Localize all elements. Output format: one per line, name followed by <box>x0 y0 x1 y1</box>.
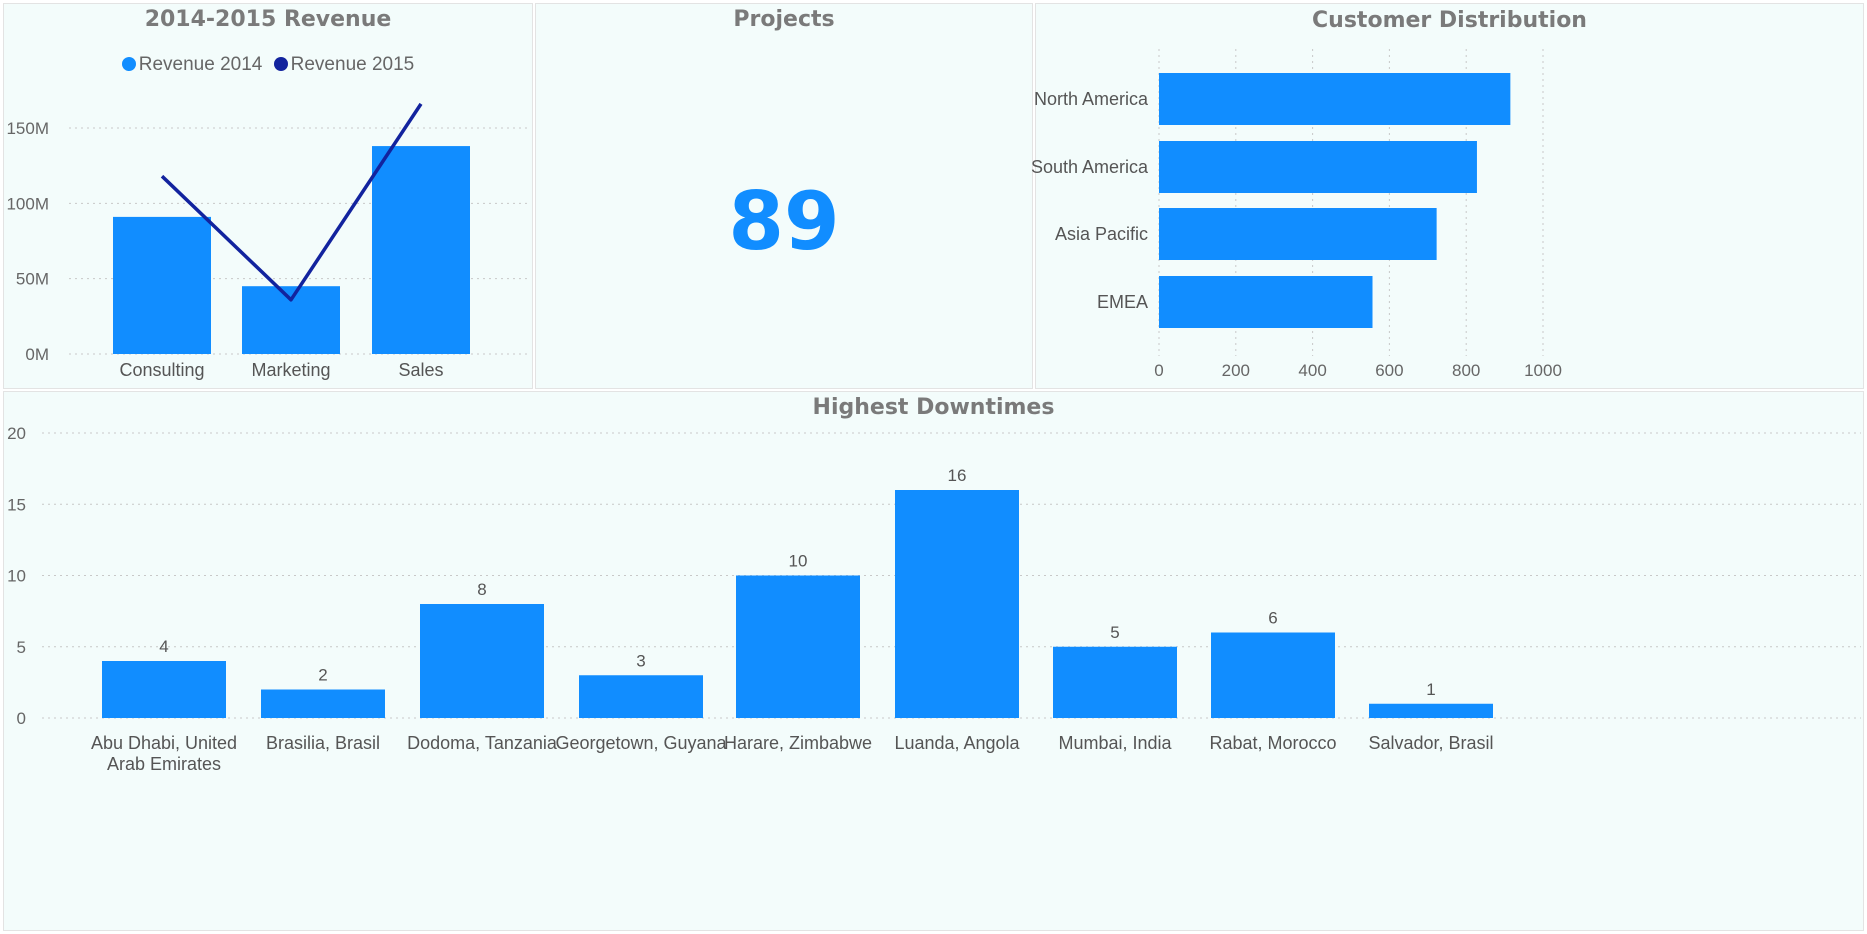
x-category-label: Luanda, Angola <box>894 733 1020 753</box>
bar <box>1159 141 1477 193</box>
bar <box>736 575 860 718</box>
revenue-title: 2014-2015 Revenue <box>144 7 392 32</box>
projects-kpi-value: 89 <box>728 175 840 268</box>
y-category-label: South America <box>1031 157 1149 177</box>
customer-panel: Customer Distribution 0 200 400 600 800 1000 N… <box>1031 3 1864 389</box>
y-tick-label: 15 <box>7 495 26 514</box>
y-category-label: EMEA <box>1097 292 1148 312</box>
x-tick-label: 200 <box>1222 361 1250 380</box>
projects-title: Projects <box>733 7 835 32</box>
bar <box>242 286 340 354</box>
x-category-label: Dodoma, Tanzania <box>407 733 558 753</box>
x-tick-label: 0 <box>1154 361 1163 380</box>
x-category-label: Georgetown, Guyana <box>555 733 727 753</box>
x-tick-label: 1000 <box>1524 361 1562 380</box>
legend-marker-2015 <box>273 57 288 71</box>
y-category-label: Asia Pacific <box>1055 224 1148 244</box>
data-label: 8 <box>477 580 486 599</box>
x-tick-label: 600 <box>1375 361 1403 380</box>
downtimes-panel: Highest Downtimes 0 5 10 15 20 4 Abu Dhabi, Un… <box>3 391 1864 931</box>
legend-item-revenue-2014[interactable]: Revenue 2014 <box>121 54 263 76</box>
x-category-label: Salvador, Brasil <box>1368 733 1493 753</box>
x-category-label: Consulting <box>119 360 204 380</box>
revenue-legend: Revenue 2014 Revenue 2015 <box>4 54 532 76</box>
data-label: 3 <box>636 651 645 670</box>
customer-title: Customer Distribution <box>1312 8 1587 33</box>
bar <box>113 216 211 354</box>
bar <box>1159 73 1511 125</box>
x-category-label: Marketing <box>251 360 330 380</box>
data-label: 4 <box>159 637 168 656</box>
line-series-revenue-2015 <box>160 102 423 302</box>
bar <box>420 604 544 718</box>
y-tick-label: 20 <box>7 424 26 443</box>
x-tick-label: 400 <box>1298 361 1326 380</box>
bar <box>1369 703 1493 718</box>
bar <box>261 689 385 718</box>
y-tick-label: 10 <box>7 567 26 586</box>
legend-label-2015: Revenue 2015 <box>290 54 415 75</box>
bar <box>895 490 1019 718</box>
bar <box>1159 276 1373 328</box>
revenue-panel: 2014-2015 Revenue Revenue 2014 Revenue 2… <box>3 3 533 389</box>
bar <box>579 675 703 718</box>
bar <box>102 661 226 718</box>
x-category-label: Rabat, Morocco <box>1209 733 1336 753</box>
y-tick-label: 50M <box>16 270 49 289</box>
data-label: 10 <box>789 552 808 571</box>
y-tick-label: 0M <box>25 345 49 364</box>
downtimes-title: Highest Downtimes <box>812 395 1055 420</box>
data-label: 16 <box>948 466 967 485</box>
data-label: 6 <box>1268 609 1277 628</box>
y-tick-label: 0 <box>17 709 26 728</box>
x-category-label: Harare, Zimbabwe <box>724 733 872 753</box>
x-category-label: Brasilia, Brasil <box>266 733 380 753</box>
bar <box>372 146 470 354</box>
y-tick-label: 100M <box>6 194 49 213</box>
legend-item-revenue-2015[interactable]: Revenue 2015 <box>273 54 415 76</box>
customer-chart: 0 200 400 600 800 1000 North America South Amer… <box>1031 49 1562 380</box>
x-tick-label: 800 <box>1452 361 1480 380</box>
bar <box>1159 208 1437 260</box>
y-tick-label: 5 <box>17 638 26 657</box>
data-label: 5 <box>1110 623 1119 642</box>
revenue-chart: 0M 50M 100M 150M Consulting Marketing Sales <box>6 102 529 380</box>
data-label: 2 <box>318 666 327 685</box>
projects-panel: Projects 89 <box>535 3 1033 389</box>
x-category-label: Mumbai, India <box>1058 733 1172 753</box>
bar <box>1211 632 1335 718</box>
x-category-label: Abu Dhabi, United Arab Emirates <box>91 733 237 774</box>
legend-marker-2014 <box>121 57 136 71</box>
bar <box>1053 646 1177 718</box>
data-label: 1 <box>1426 680 1435 699</box>
y-category-label: North America <box>1034 89 1149 109</box>
y-tick-label: 150M <box>6 119 49 138</box>
x-category-label: Sales <box>398 360 443 380</box>
legend-label-2014: Revenue 2014 <box>138 54 263 75</box>
